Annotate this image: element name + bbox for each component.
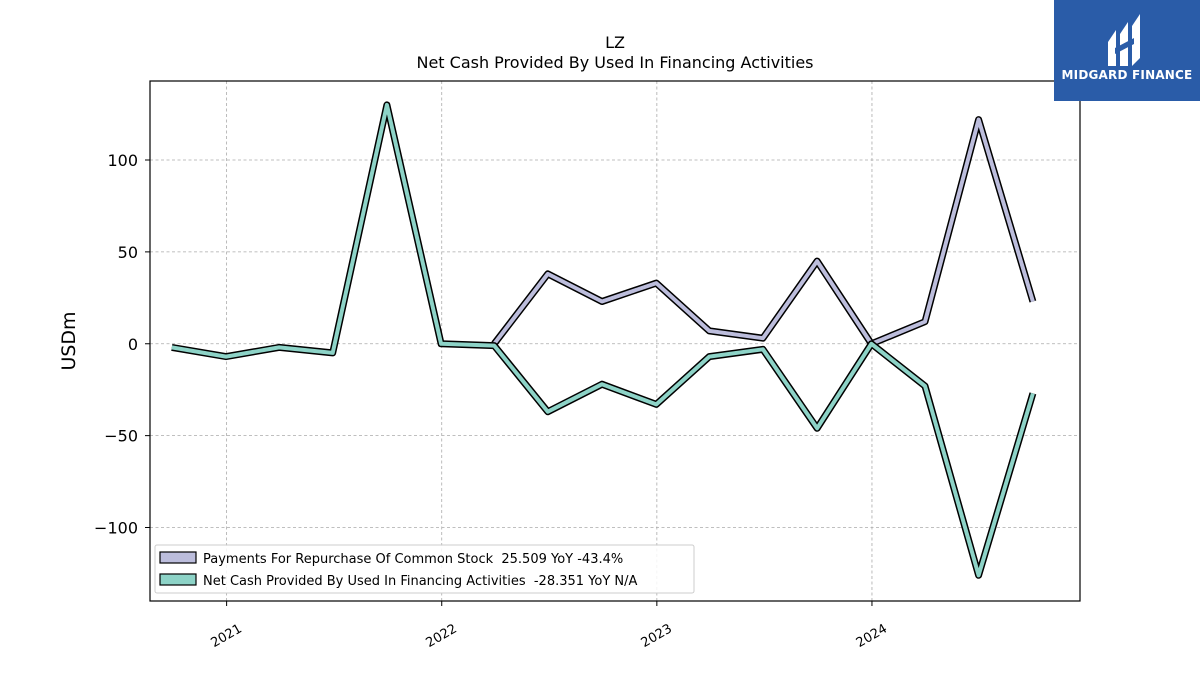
grid: [150, 81, 1080, 601]
legend-box: [154, 544, 695, 594]
legend-swatch-repurchase: [159, 551, 197, 564]
plot-frame: [149, 80, 1081, 602]
legend-swatch-financing: [159, 573, 197, 586]
chart-subtitle: Net Cash Provided By Used In Financing A…: [416, 53, 813, 72]
series-outline-0: [491, 116, 1037, 348]
x-tick-label: 2023: [639, 621, 675, 651]
y-tick-label: 100: [107, 151, 138, 170]
series-line-1: [171, 102, 1035, 578]
midgard-logo-icon: [1108, 14, 1140, 66]
chart-title: LZ: [605, 33, 625, 52]
series-outline-1: [171, 101, 1037, 579]
y-tick-label: 50: [118, 243, 138, 262]
x-tick-label: 2021: [208, 621, 244, 651]
midgard-finance-logo: MIDGARD FINANCE: [1054, 0, 1200, 101]
legend-label-financing: Net Cash Provided By Used In Financing A…: [203, 574, 638, 589]
legend-label-repurchase: Payments For Repurchase Of Common Stock …: [203, 552, 623, 567]
series-lines: [171, 101, 1037, 579]
y-axis-label: USDm: [58, 311, 80, 370]
y-tick-label: −50: [104, 427, 138, 446]
logo-text: MIDGARD FINANCE: [1061, 68, 1193, 82]
y-axis: −100 −50 0 50 100: [94, 151, 150, 538]
series-line-0: [492, 117, 1035, 346]
y-tick-label: −100: [94, 519, 138, 538]
x-axis: 2021 2022 2023 2024: [208, 601, 890, 651]
y-tick-label: 0: [128, 335, 138, 354]
x-tick-label: 2024: [854, 621, 890, 651]
legend: Payments For Repurchase Of Common Stock …: [154, 544, 695, 594]
x-tick-label: 2022: [424, 621, 460, 651]
